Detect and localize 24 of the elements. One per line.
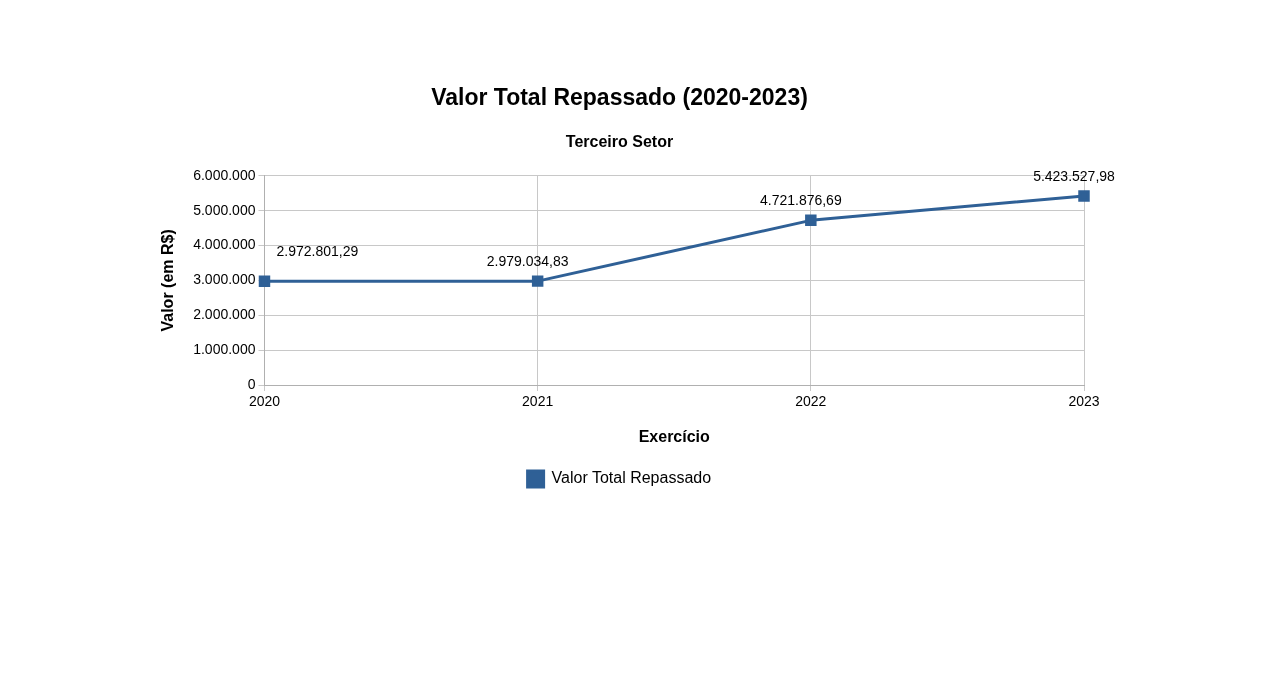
y-tick-label: 0 bbox=[247, 375, 256, 392]
point bbox=[258, 275, 271, 288]
point bbox=[805, 214, 817, 227]
x-tick-label: 2022 bbox=[795, 393, 827, 410]
data-label: 2.972.801,29 bbox=[276, 243, 359, 260]
y-tick-label: 4.000.000 bbox=[193, 236, 256, 253]
chart-subtitle: Terceiro Setor bbox=[565, 132, 674, 150]
x-axis-title: Exercício bbox=[638, 427, 711, 445]
x-tick-label: 2021 bbox=[522, 393, 554, 410]
point bbox=[1078, 190, 1090, 202]
legend-label: Valor Total Repassado bbox=[551, 469, 712, 487]
data-label: 5.423.527,98 bbox=[1033, 167, 1116, 184]
data-label: 4.721.876,69 bbox=[759, 192, 842, 209]
y-tick-label: 6.000.000 bbox=[193, 166, 256, 183]
y-tick-label: 2.000.000 bbox=[193, 306, 256, 323]
point bbox=[531, 275, 544, 287]
x-tick-label: 2023 bbox=[1068, 393, 1100, 410]
y-tick-label: 3.000.000 bbox=[193, 271, 256, 288]
x-tick-label: 2020 bbox=[248, 393, 281, 410]
y-tick-label: 5.000.000 bbox=[193, 201, 256, 218]
chart-title: Valor Total Repassado (2020-2023) bbox=[431, 84, 808, 111]
data-label: 2.979.034,83 bbox=[486, 252, 569, 269]
y-axis-title: Valor (em R$) bbox=[159, 229, 177, 332]
y-tick-label: 1.000.000 bbox=[193, 340, 256, 357]
